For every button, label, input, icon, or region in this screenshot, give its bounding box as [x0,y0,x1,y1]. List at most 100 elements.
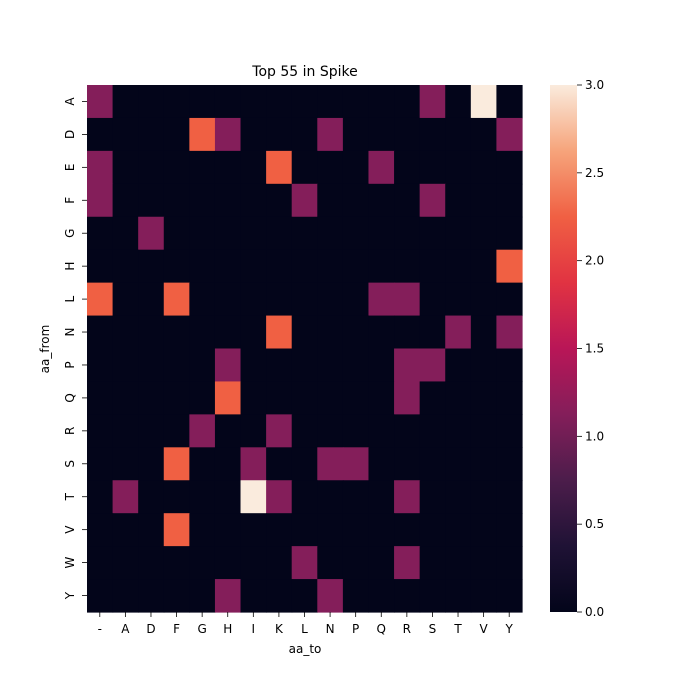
heatmap-cell-F-T [445,183,472,218]
heatmap-cell-Y-A [112,579,139,613]
heatmap-cell-L-A [112,282,139,317]
heatmap-cell-H-N [317,249,344,284]
heatmap-cell-Y-Q [368,579,395,613]
heatmap-cell-N-S [419,315,446,350]
heatmap-cell-W-S [419,546,446,580]
heatmap-cell-A-N [317,85,344,119]
x-tick-label: K [275,622,284,636]
heatmap-cell-T-K [266,480,293,514]
heatmap-cell-G-G [189,216,216,251]
heatmap-cell-V-A [112,513,139,547]
heatmap-cell-D-S [419,117,446,152]
heatmap-cell-R-I [240,414,267,448]
heatmap-cell-S-F [163,447,190,481]
y-tick-label: R [63,427,77,435]
heatmap-cell-W-K [266,546,293,580]
x-tick-label: Y [505,622,514,636]
heatmap-cell-R-L [291,414,318,448]
heatmap-cell-T-T [445,480,472,514]
heatmap-cell-L-P [342,282,370,317]
colorbar-tick-label: 1.5 [585,342,604,356]
heatmap-cell-E-A [112,150,139,185]
heatmap-cell-S-A [112,447,139,481]
heatmap-cell-N-F [163,315,190,350]
heatmap-cell-D-R [394,117,421,152]
heatmap-cell-S-Y [496,447,523,481]
heatmap-cell-D-F [163,117,190,152]
heatmap-cell-G-- [87,216,114,251]
heatmap-cell-S-N [317,447,344,481]
x-tick-label: G [197,622,206,636]
heatmap-cell-L-V [470,282,498,317]
heatmap-cell-T-P [342,480,370,514]
heatmap-cell-V-V [470,513,498,547]
heatmap-cell-R-- [87,414,114,448]
heatmap-cell-H-T [445,249,472,284]
heatmap-cell-E-P [342,150,370,185]
heatmap-cell-Q-D [138,381,165,415]
heatmap-cell-H-L [291,249,318,284]
heatmap-cell-W-D [138,546,165,580]
heatmap-cell-E-F [163,150,190,185]
heatmap-cell-L-G [189,282,216,317]
heatmap-cell-H-G [189,249,216,284]
heatmap-cell-V-I [240,513,267,547]
heatmap-cell-E-T [445,150,472,185]
heatmap-cell-T-- [87,480,114,514]
x-axis-label: aa_to [289,642,322,656]
heatmap-cell-A-I [240,85,267,119]
heatmap-cell-W-L [291,546,318,580]
heatmap-cell-W-- [87,546,114,580]
heatmap-cell-S-R [394,447,421,481]
heatmap-cell-T-I [240,480,267,514]
heatmap-cell-E-R [394,150,421,185]
heatmap-cell-D-K [266,117,293,152]
heatmap-cell-E-V [470,150,498,185]
heatmap-cell-F-H [214,183,242,218]
heatmap-cell-Q-Y [496,381,523,415]
heatmap-cell-Q-K [266,381,293,415]
heatmap-cell-P-I [240,348,267,383]
y-tick-label: A [63,97,77,106]
colorbar-tick-label: 0.5 [585,517,604,531]
heatmap-cell-V-Q [368,513,395,547]
heatmap-cell-A-F [163,85,190,119]
heatmap-cell-S-T [445,447,472,481]
heatmap-cell-Y-L [291,579,318,613]
heatmap-cell-Q-H [214,381,242,415]
x-tick-label: - [98,622,102,636]
heatmap-cell-P-F [163,348,190,383]
heatmap-cell-W-I [240,546,267,580]
heatmap-cell-H-I [240,249,267,284]
heatmap-cell-P-Y [496,348,523,383]
heatmap-cell-F-I [240,183,267,218]
heatmap-cell-L-- [87,282,114,317]
heatmap-cell-F-P [342,183,370,218]
heatmap-cell-L-T [445,282,472,317]
heatmap-cell-W-R [394,546,421,580]
heatmap-cell-D-I [240,117,267,152]
colorbar-tick-label: 3.0 [585,78,604,92]
heatmap-cell-V-Y [496,513,523,547]
heatmap-cell-R-R [394,414,421,448]
heatmap-cell-Y-H [214,579,242,613]
heatmap-cell-S-H [214,447,242,481]
x-tick-label: D [146,622,155,636]
heatmap-cell-Q-F [163,381,190,415]
heatmap-cell-V-G [189,513,216,547]
heatmap-cell-T-N [317,480,344,514]
heatmap-cell-N-I [240,315,267,350]
heatmap-cell-P-- [87,348,114,383]
heatmap-cell-W-H [214,546,242,580]
heatmap-cell-H-K [266,249,293,284]
heatmap-cell-E-L [291,150,318,185]
heatmap-cell-P-T [445,348,472,383]
heatmap-cell-A-P [342,85,370,119]
heatmap-cell-H-- [87,249,114,284]
heatmap-cell-A-Y [496,85,523,119]
heatmap-cell-Q-N [317,381,344,415]
heatmap-cell-T-V [470,480,498,514]
heatmap-cell-D-P [342,117,370,152]
heatmap-cell-H-P [342,249,370,284]
